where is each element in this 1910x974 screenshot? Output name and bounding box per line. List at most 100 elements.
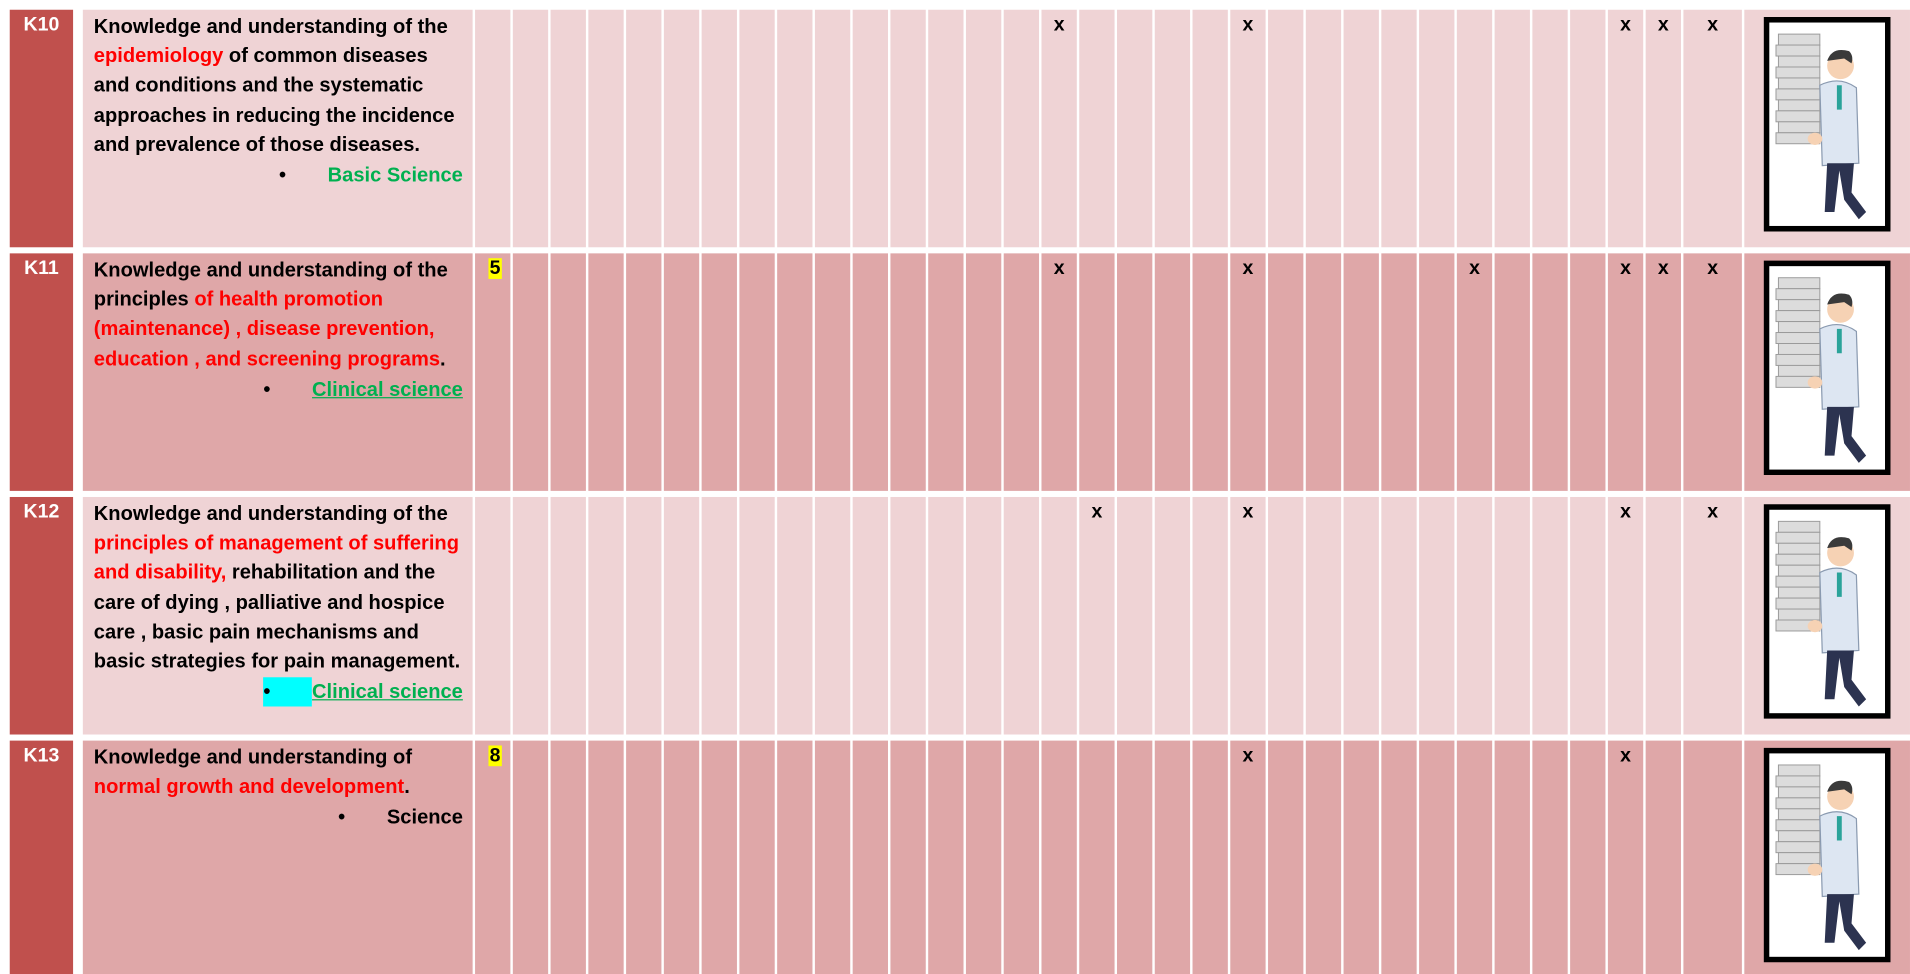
grid-cell [626,497,661,735]
grid-cell: x [1230,253,1265,491]
grid-cell [739,10,774,248]
grid-cell [890,253,925,491]
grid-cell [1646,497,1681,735]
grid-cell [551,10,586,248]
grid-cell [1193,10,1228,248]
grid-cell [1117,253,1152,491]
bullet-text: Science [387,803,463,832]
grid-cell: x [1608,497,1643,735]
grid-cell [1532,253,1567,491]
cell-mark: x [1658,258,1669,279]
grid-cell [1268,10,1303,248]
grid-cell [1268,497,1303,735]
description: Knowledge and understanding of normal gr… [83,741,473,974]
cell-mark: x [1707,15,1718,36]
cell-mark: x [1243,502,1254,523]
grid-cell [815,10,850,248]
grid-cell [815,253,850,491]
grid-cell [1419,497,1454,735]
cell-mark: x [1707,258,1718,279]
grid-cell [1495,10,1530,248]
grid-cell [513,253,548,491]
grid-cell [588,253,623,491]
grid-cell [513,497,548,735]
grid-cell [513,741,548,974]
cell-number: 8 [488,745,501,766]
grid-cell [475,10,510,248]
grid-cell [1079,10,1114,248]
description-text: Knowledge and understanding of the [94,503,448,525]
grid-cell [1155,497,1190,735]
grid-cell [1193,741,1228,974]
grid-cell [664,10,699,248]
grid-cell [739,253,774,491]
cell-mark: x [1054,15,1065,36]
grid-cell [1683,741,1741,974]
cell-mark: x [1620,15,1631,36]
grid-cell [1457,10,1492,248]
grid-cell [1004,10,1039,248]
grid-cell [1381,253,1416,491]
description-text: . [404,776,410,798]
cell-mark: x [1620,745,1631,766]
grid-cell [1570,741,1605,974]
grid-cell [588,741,623,974]
cell-mark: x [1243,15,1254,36]
grid-cell: x [1230,497,1265,735]
row-code: K13 [10,741,73,974]
grid-cell [1344,497,1379,735]
grid-cell: x [1230,10,1265,248]
grid-cell [513,10,548,248]
grid-cell [1419,10,1454,248]
grid-cell [1004,741,1039,974]
grid-cell [1155,10,1190,248]
description-text: Knowledge and understanding of [94,747,412,769]
bullet-dot: • [279,161,328,190]
grid-cell [1041,497,1076,735]
bullet-item: •Science [94,803,463,832]
grid-cell [1268,253,1303,491]
cell-mark: x [1620,502,1631,523]
grid-cell [1457,741,1492,974]
grid-cell: x [1683,10,1741,248]
bullet-dot: • [263,678,312,707]
grid-cell: 5 [475,253,510,491]
doctor-icon [1764,17,1891,231]
grid-cell [890,497,925,735]
grid-cell [588,10,623,248]
bullet-dot: • [338,803,387,832]
row-code: K11 [10,253,73,491]
grid-cell [777,497,812,735]
grid-cell [1457,497,1492,735]
grid-cell [1344,741,1379,974]
grid-cell [1419,253,1454,491]
grid-cell [739,741,774,974]
row-code: K12 [10,497,73,735]
doctor-icon [1764,261,1891,475]
grid-cell: x [1608,253,1643,491]
grid-cell [702,10,737,248]
grid-cell [551,497,586,735]
grid-cell [1079,253,1114,491]
cell-mark: x [1620,258,1631,279]
grid-cell [1155,741,1190,974]
grid-cell [1570,497,1605,735]
grid-cell [1381,10,1416,248]
grid-cell: x [1646,10,1681,248]
bullet-text: Clinical science [312,678,463,707]
grid-cell [1532,741,1567,974]
grid-cell [702,253,737,491]
doctor-picture [1744,741,1910,974]
grid-cell [1306,741,1341,974]
grid-cell [626,253,661,491]
cell-mark: x [1054,258,1065,279]
grid-cell [1646,741,1681,974]
cell-mark: x [1658,15,1669,36]
grid-cell [551,741,586,974]
grid-cell [1570,253,1605,491]
grid-cell [702,741,737,974]
grid-cell [966,741,1001,974]
